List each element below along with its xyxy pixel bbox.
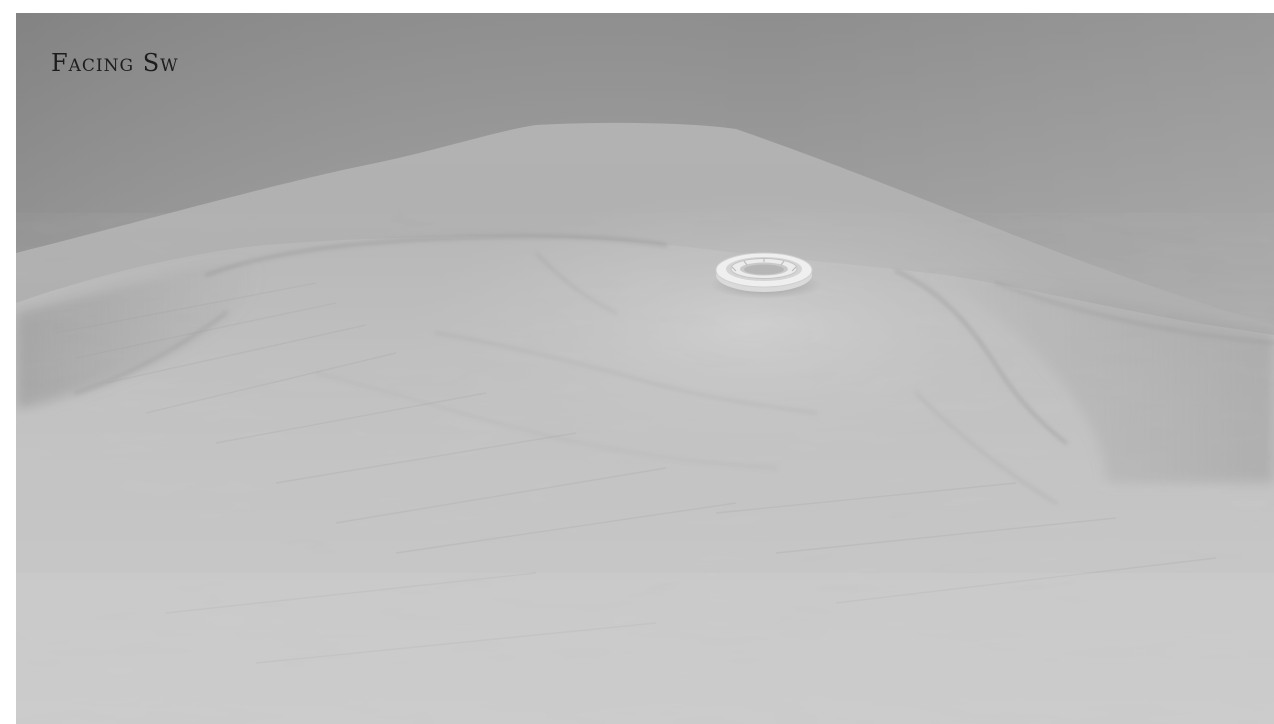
terrain-render	[16, 13, 1274, 724]
terrain-texture	[16, 213, 1274, 724]
render-frame: Facing Sw	[16, 13, 1274, 724]
ring-structure	[710, 252, 822, 299]
caption-facing-direction: Facing Sw	[51, 49, 179, 77]
